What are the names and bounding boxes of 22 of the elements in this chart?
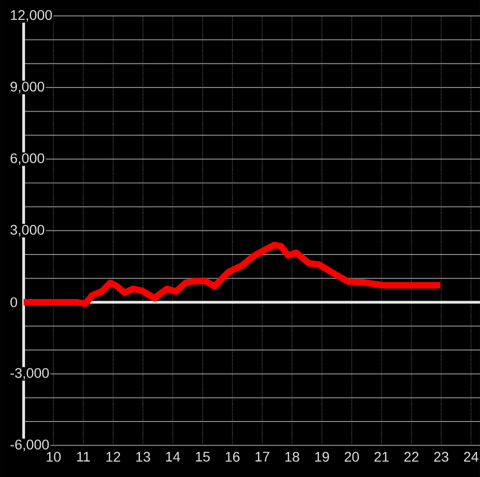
x-tick-label: 20 [344, 452, 359, 462]
x-tick-label: 11 [77, 452, 90, 462]
x-tick-label: 12 [106, 452, 120, 462]
x-tick-label: 13 [136, 452, 150, 462]
x-tick-label: 14 [166, 452, 180, 462]
y-tick-label: 6,000 [10, 153, 44, 165]
y-tick-label: 12,000 [10, 10, 52, 22]
x-tick-label: 18 [285, 452, 300, 462]
y-tick-label: 0 [10, 297, 18, 308]
x-tick-label: 16 [226, 452, 240, 462]
x-tick-label: 10 [46, 452, 61, 462]
y-tick-label: -3,000 [10, 368, 49, 380]
y-tick-label: 3,000 [10, 224, 44, 236]
y-tick-label: 9,000 [10, 82, 44, 94]
x-tick-label: 24 [464, 452, 478, 462]
x-tick-label: 17 [256, 452, 270, 462]
x-tick-label: 21 [374, 452, 389, 462]
y-tick-label: -6,000 [10, 440, 49, 452]
x-tick-label: 15 [196, 452, 210, 462]
x-tick-label: 23 [434, 452, 448, 462]
x-tick-label: 19 [315, 452, 329, 462]
x-tick-label: 22 [404, 452, 418, 462]
